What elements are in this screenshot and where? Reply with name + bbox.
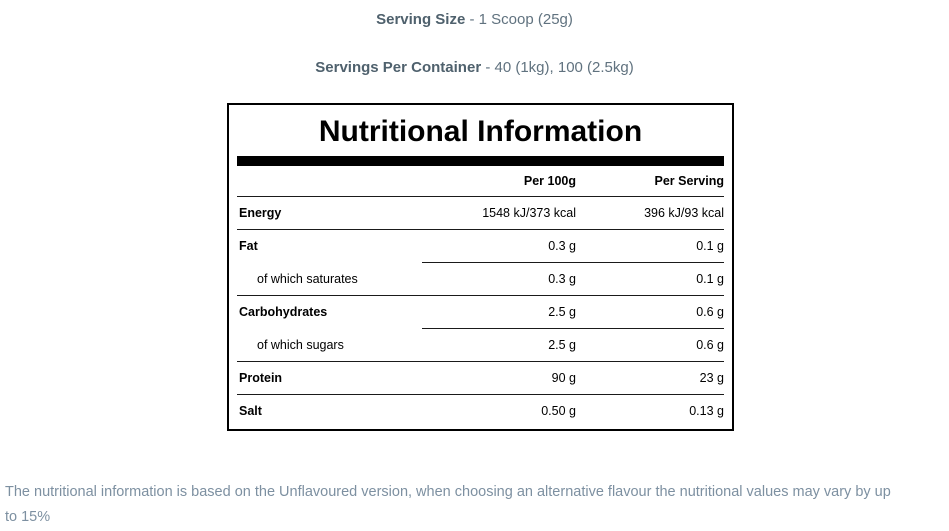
per-100g-value: 1548 kJ/373 kcal bbox=[482, 206, 576, 220]
table-row: Energy 1548 kJ/373 kcal 396 kJ/93 kcal bbox=[237, 197, 724, 229]
nutrition-table-title: Nutritional Information bbox=[318, 115, 643, 148]
per-100g-value: 0.3 g bbox=[548, 239, 576, 253]
nutrient-label: Carbohydrates bbox=[239, 305, 328, 319]
nutrient-label: of which sugars bbox=[257, 338, 344, 352]
serving-info-section: Serving Size - 1 Scoop (25g) Servings Pe… bbox=[0, 0, 949, 76]
nutrition-table: Nutritional Information Per 100g Per Ser… bbox=[227, 103, 734, 431]
serving-size-value: - 1 Scoop (25g) bbox=[469, 11, 573, 28]
row-divider bbox=[237, 361, 724, 362]
header-row-divider bbox=[237, 196, 724, 197]
disclaimer-line-2: to 15% bbox=[5, 509, 51, 525]
row-divider bbox=[237, 295, 724, 296]
table-header-row: Per 100g Per Serving bbox=[237, 166, 724, 196]
nutrient-label: Protein bbox=[239, 371, 283, 385]
nutrient-label: Fat bbox=[239, 239, 258, 253]
serving-size-label: Serving Size bbox=[376, 11, 466, 28]
per-serving-value: 0.6 g bbox=[696, 305, 724, 319]
table-row: Carbohydrates 2.5 g 0.6 g bbox=[237, 296, 724, 328]
table-row: of which saturates 0.3 g 0.1 g bbox=[237, 263, 724, 295]
per-serving-value: 0.1 g bbox=[696, 239, 724, 253]
disclaimer-line-1: The nutritional information is based on … bbox=[5, 484, 891, 500]
servings-per-container-label: Servings Per Container bbox=[315, 59, 482, 76]
per-serving-value: 23 g bbox=[699, 371, 724, 385]
servings-per-container-line: Servings Per Container - 40 (1kg), 100 (… bbox=[0, 59, 949, 76]
table-body: Energy 1548 kJ/373 kcal 396 kJ/93 kcal F… bbox=[237, 197, 724, 427]
title-divider-bar bbox=[237, 156, 724, 166]
nutrient-label: of which saturates bbox=[257, 272, 358, 286]
table-row: Salt 0.50 g 0.13 g bbox=[237, 395, 724, 427]
per-serving-value: 396 kJ/93 kcal bbox=[644, 206, 724, 220]
table-row: Protein 90 g 23 g bbox=[237, 362, 724, 394]
nutrient-label: Salt bbox=[239, 404, 262, 418]
per-serving-value: 0.1 g bbox=[696, 272, 724, 286]
per-100g-value: 2.5 g bbox=[548, 305, 576, 319]
row-divider bbox=[422, 262, 724, 263]
nutrient-label: Energy bbox=[239, 206, 282, 220]
disclaimer-note: The nutritional information is based on … bbox=[5, 480, 939, 530]
column-header-per-100g: Per 100g bbox=[523, 174, 576, 188]
row-divider bbox=[237, 394, 724, 395]
per-100g-value: 0.50 g bbox=[541, 404, 576, 418]
row-divider bbox=[237, 229, 724, 230]
table-row: Fat 0.3 g 0.1 g bbox=[237, 230, 724, 262]
table-row: of which sugars 2.5 g 0.6 g bbox=[237, 329, 724, 361]
per-100g-value: 2.5 g bbox=[548, 338, 576, 352]
per-100g-value: 90 g bbox=[551, 371, 576, 385]
servings-per-container-value: - 40 (1kg), 100 (2.5kg) bbox=[485, 59, 634, 76]
per-serving-value: 0.13 g bbox=[689, 404, 724, 418]
column-header-per-serving: Per Serving bbox=[654, 174, 724, 188]
serving-size-line: Serving Size - 1 Scoop (25g) bbox=[0, 11, 949, 28]
row-divider bbox=[422, 328, 724, 329]
per-serving-value: 0.6 g bbox=[696, 338, 724, 352]
per-100g-value: 0.3 g bbox=[548, 272, 576, 286]
